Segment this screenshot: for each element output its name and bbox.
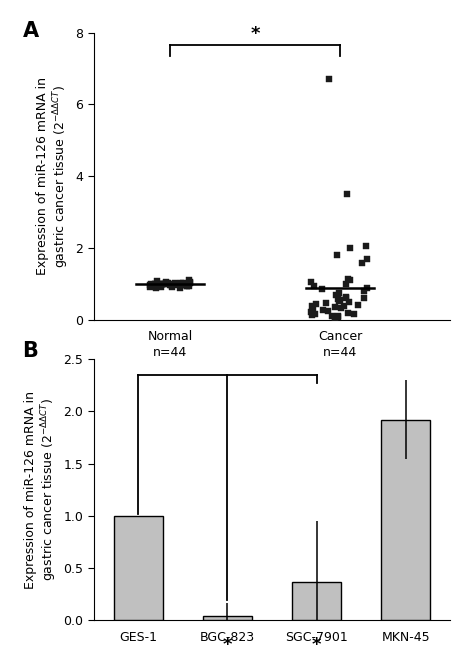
Point [342,291,350,302]
Point [332,313,339,323]
Point [166,279,174,290]
Point [363,253,371,264]
Point [183,281,191,291]
Text: *: * [312,636,321,653]
Point [308,277,315,287]
Point [333,250,340,261]
Point [342,279,349,289]
Point [333,290,340,300]
Point [328,311,336,321]
Y-axis label: Expression of miR-126 mRNA in
gastric cancer tissue (2$^{-\Delta\Delta CT}$): Expression of miR-126 mRNA in gastric ca… [36,77,71,276]
Point [345,296,352,307]
Bar [292,582,341,620]
Point [343,293,350,303]
Point [171,280,178,291]
Point [319,305,326,315]
Point [331,314,339,325]
Point [347,243,354,253]
Point [307,307,315,317]
Point [151,279,159,290]
Bar [203,616,252,620]
Point [363,282,371,293]
Point [152,279,160,290]
Point [340,300,348,311]
Point [167,280,175,291]
Point [181,280,188,291]
Point [345,274,352,284]
Point [350,308,358,319]
Point [311,309,318,319]
Text: *: * [223,636,232,653]
Point [157,282,164,293]
Point [184,280,192,291]
Point [343,189,351,200]
Point [176,282,184,293]
Point [147,281,155,291]
Point [358,257,366,268]
Point [177,278,185,288]
Point [174,279,181,289]
Point [337,295,344,306]
Point [183,281,190,291]
Bar [114,516,163,620]
Point [158,279,166,289]
Point [158,280,165,291]
Point [334,310,341,321]
Point [162,277,170,287]
Point [336,296,343,306]
Point [180,278,187,288]
Point [146,280,154,291]
Point [312,298,320,309]
Point [187,277,194,287]
Point [177,279,185,290]
Point [168,279,176,290]
Point [168,281,175,292]
Point [159,278,167,289]
Point [355,300,362,310]
Point [176,278,183,289]
Point [147,281,154,292]
Point [151,280,159,291]
Point [186,278,193,289]
Point [163,278,170,288]
Point [335,288,342,298]
Point [360,286,367,296]
Point [309,301,316,311]
Point [331,302,339,313]
Point [152,283,160,294]
Point [318,284,326,295]
Point [324,306,332,316]
Point [360,293,368,304]
Point [174,278,182,289]
Text: B: B [23,341,38,361]
Point [346,275,354,285]
Point [338,303,345,313]
Point [159,278,167,289]
Text: *: * [250,25,260,43]
Point [185,281,193,291]
Point [179,279,187,289]
Point [309,304,317,314]
Point [185,278,192,289]
Point [325,74,333,84]
Point [334,312,341,323]
Point [165,279,173,289]
Point [153,276,161,287]
Point [323,298,330,308]
Point [310,281,318,291]
Point [172,278,179,289]
Point [147,279,154,290]
Point [345,308,352,318]
Y-axis label: Expression of miR-126 mRNA in
gastric cancer tissue (2$^{-\Delta\Delta CT}$): Expression of miR-126 mRNA in gastric ca… [24,390,59,589]
Point [159,279,166,289]
Text: A: A [23,21,38,41]
Point [165,278,172,288]
Point [151,279,159,290]
Bar [381,420,430,620]
Point [177,279,185,290]
Point [308,310,315,320]
Point [185,275,193,285]
Point [362,241,370,251]
Point [334,294,341,304]
